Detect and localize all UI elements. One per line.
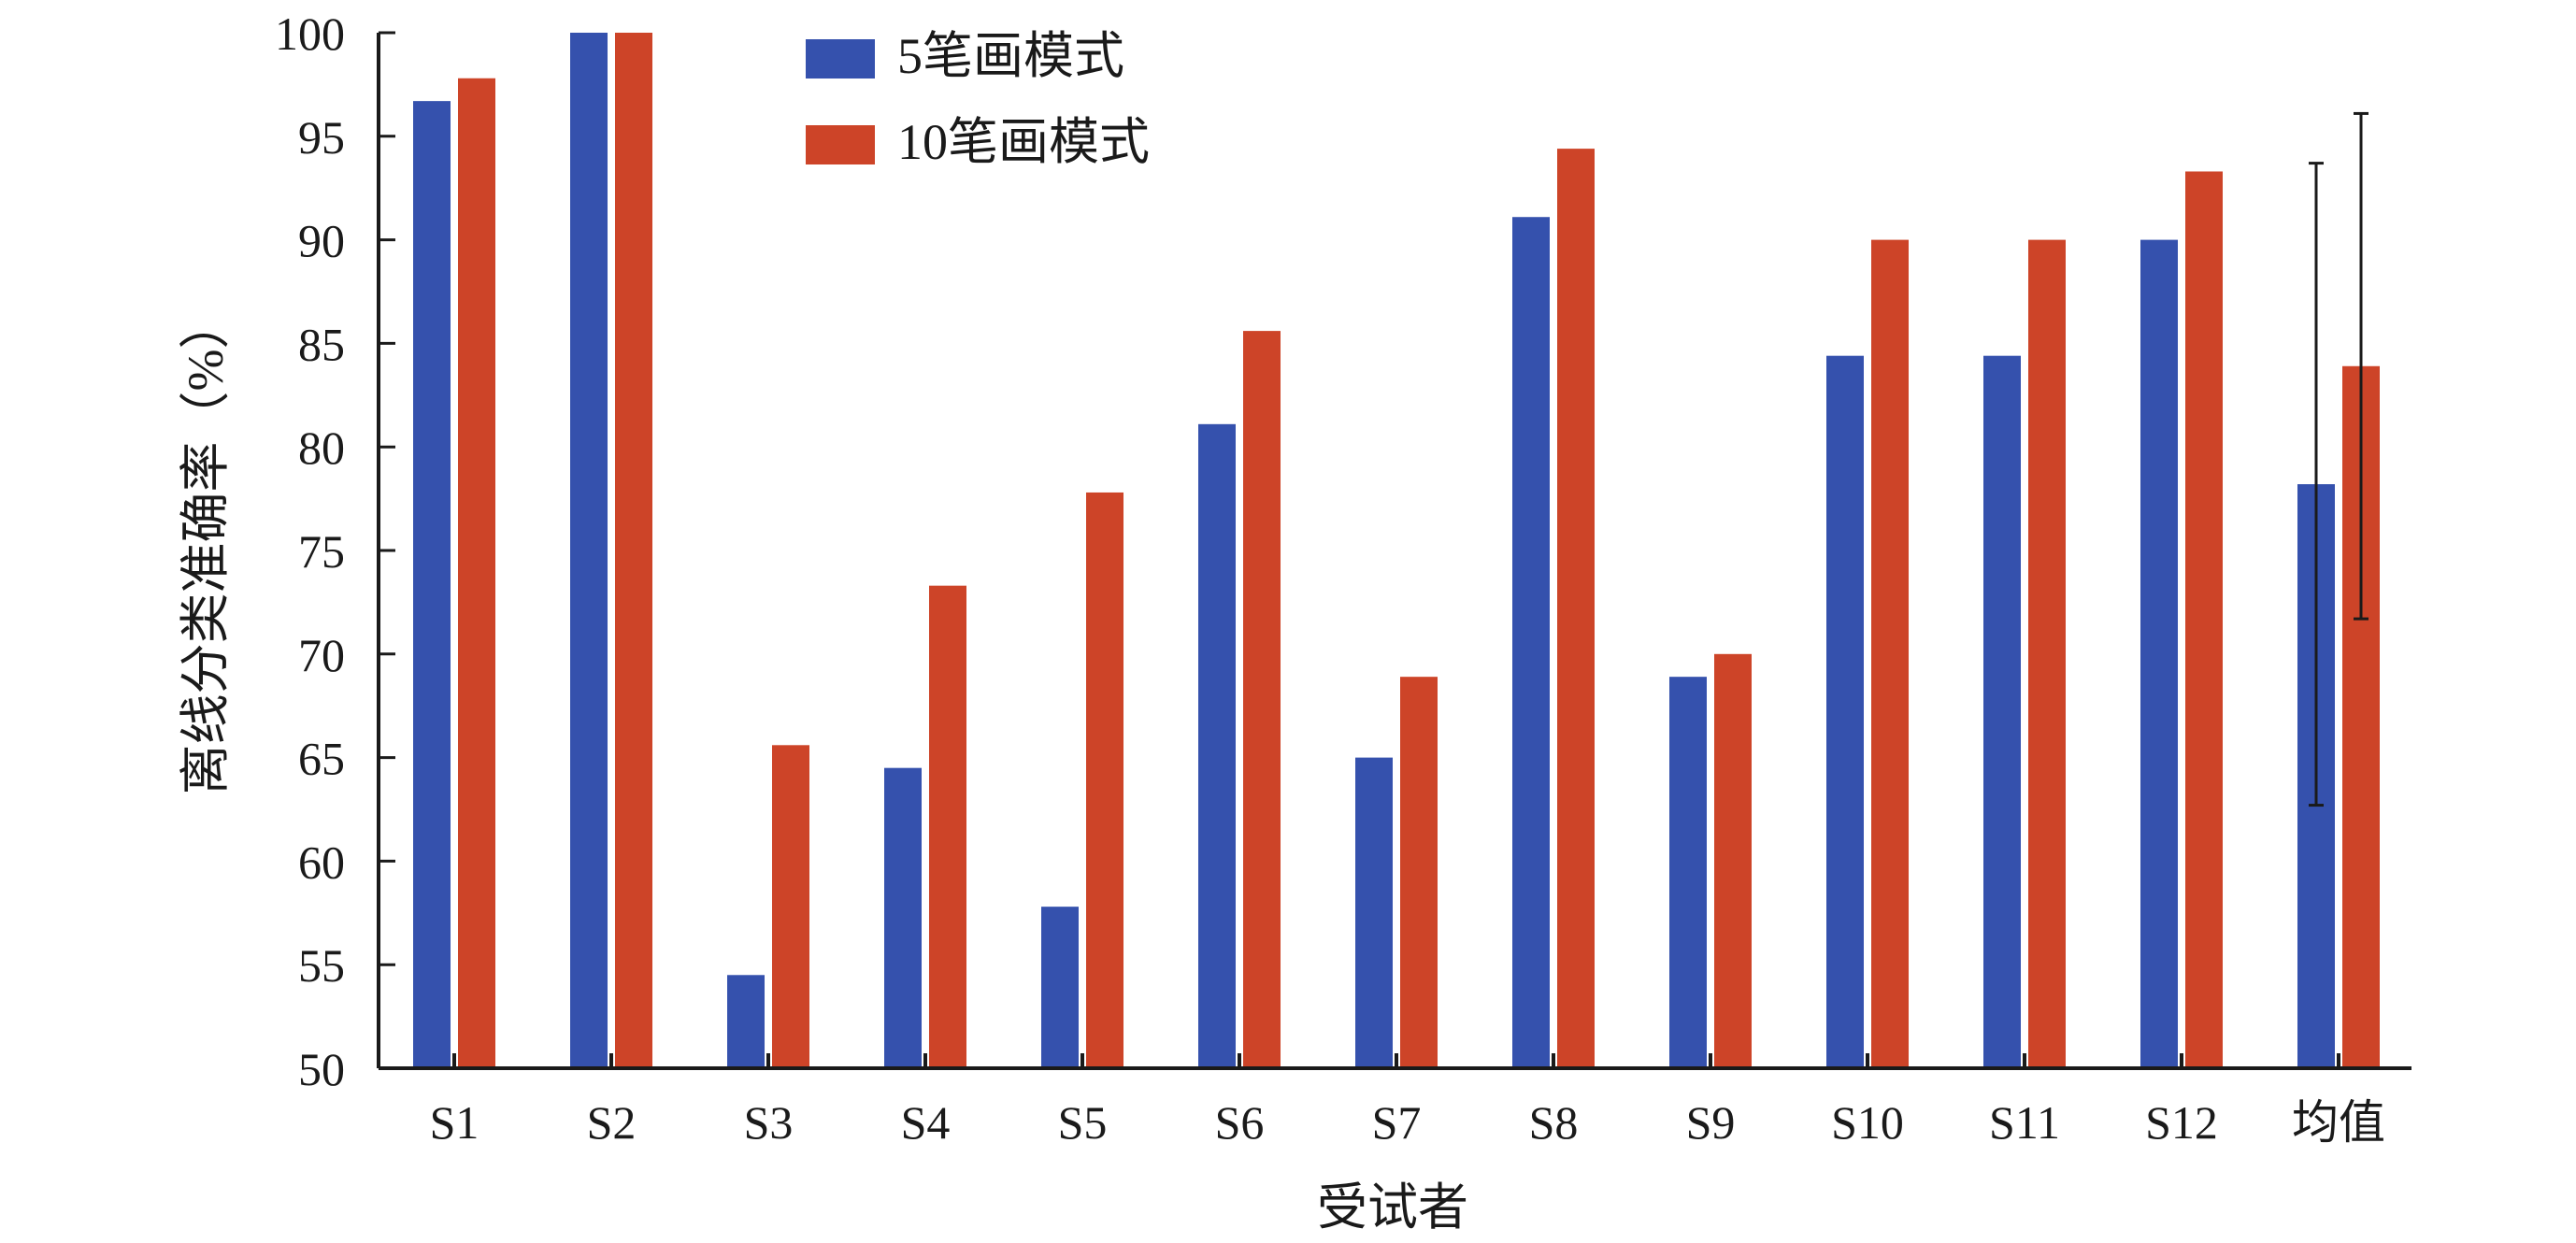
x-tick-label: S3 <box>744 1096 794 1149</box>
legend: 5笔画模式 10笔画模式 <box>806 28 1150 170</box>
bar-series-1 <box>884 767 922 1068</box>
x-tick-label: S6 <box>1215 1096 1265 1149</box>
y-tick-label: 90 <box>298 215 345 267</box>
legend-label-series-1: 5笔画模式 <box>897 28 1124 84</box>
bar-series-2 <box>1086 492 1123 1068</box>
y-ticks-layer: 50 55 60 65 70 75 80 85 90 95 100 <box>275 7 395 1095</box>
bar-series-1 <box>1355 757 1393 1068</box>
bar-series-2 <box>1871 239 1909 1069</box>
y-tick-label: 65 <box>298 733 345 785</box>
bars-layer <box>413 33 2380 1069</box>
x-tick-label: S7 <box>1372 1096 1422 1149</box>
bar-series-2 <box>772 745 809 1068</box>
x-ticks-layer: S1 S2 S3 S4 S5 S6 S7 S8 S9 S10 S11 S12 均值 <box>430 1053 2385 1149</box>
legend-swatch-series-1 <box>806 39 875 79</box>
bar-series-1 <box>727 975 765 1068</box>
bar-series-2 <box>458 78 495 1069</box>
bar-series-1 <box>1512 217 1550 1068</box>
bar-series-2 <box>1557 149 1595 1068</box>
bar-series-2 <box>1400 677 1438 1068</box>
x-tick-label: S4 <box>901 1096 951 1149</box>
bar-series-1 <box>1198 423 1236 1069</box>
x-tick-label: S2 <box>587 1096 637 1149</box>
y-tick-label: 80 <box>298 421 345 474</box>
x-tick-label: S1 <box>430 1096 479 1149</box>
error-bars-layer <box>2309 111 2368 807</box>
bar-series-2 <box>2028 239 2066 1069</box>
bar-series-1 <box>413 101 451 1068</box>
y-tick-label: 85 <box>298 318 345 370</box>
x-tick-label: S5 <box>1058 1096 1108 1149</box>
x-tick-label: S10 <box>1831 1096 1904 1149</box>
bar-series-1 <box>1983 355 2021 1068</box>
bar-series-1 <box>570 33 608 1068</box>
legend-swatch-series-2 <box>806 125 875 164</box>
bar-series-1 <box>2140 239 2178 1069</box>
axes-layer <box>377 33 2411 1070</box>
x-axis-title: 受试者 <box>1317 1179 1468 1236</box>
x-tick-label: S9 <box>1686 1096 1736 1149</box>
y-tick-label: 55 <box>298 939 345 992</box>
y-tick-label: 75 <box>298 525 345 578</box>
bar-series-1 <box>1826 355 1864 1068</box>
x-tick-label: 均值 <box>2292 1096 2385 1149</box>
bar-series-2 <box>615 33 652 1068</box>
bar-series-2 <box>1243 331 1281 1068</box>
bar-series-2 <box>2185 171 2223 1069</box>
y-axis-title: 离线分类准确率（%） <box>178 299 234 795</box>
y-tick-label: 100 <box>275 7 345 60</box>
bar-series-2 <box>929 585 966 1068</box>
y-tick-label: 50 <box>298 1043 345 1095</box>
bar-series-2 <box>1714 653 1752 1068</box>
legend-label-series-2: 10笔画模式 <box>897 114 1150 170</box>
y-tick-label: 95 <box>298 111 345 164</box>
bar-series-1 <box>1669 677 1707 1068</box>
x-tick-label: S8 <box>1529 1096 1579 1149</box>
x-tick-label: S11 <box>1989 1096 2060 1149</box>
x-tick-label: S12 <box>2145 1096 2218 1149</box>
y-tick-label: 60 <box>298 836 345 888</box>
y-tick-label: 70 <box>298 629 345 681</box>
bar-series-1 <box>1041 907 1079 1068</box>
